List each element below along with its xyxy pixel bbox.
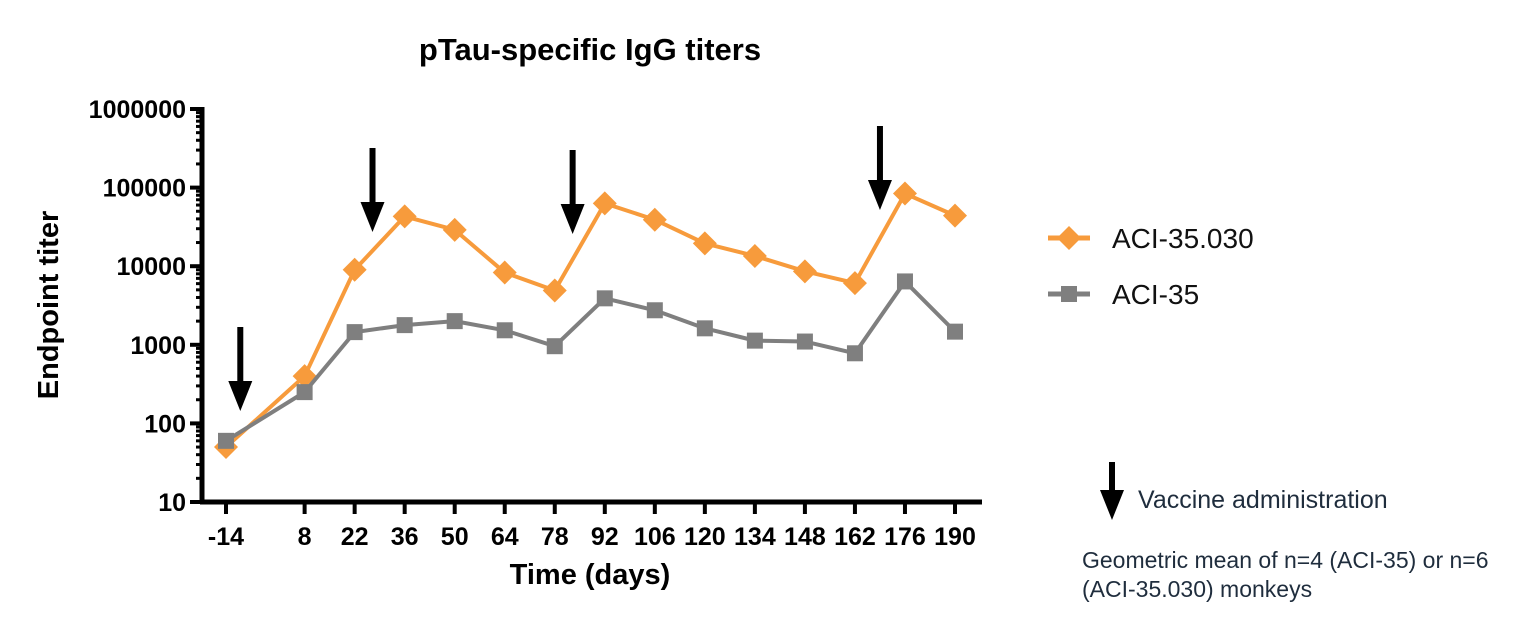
vaccine-arrow-icon xyxy=(360,148,385,232)
legend-entry: ACI-35 xyxy=(1048,279,1199,310)
legend-entry: ACI-35.030 xyxy=(1048,223,1254,254)
vaccine-note-arrow-icon xyxy=(1100,462,1124,520)
x-tick-label: -14 xyxy=(208,523,244,551)
data-point-diamond xyxy=(692,231,717,256)
data-point-square xyxy=(746,332,763,349)
data-point-diamond xyxy=(842,271,867,296)
data-point-diamond xyxy=(542,278,567,303)
data-point-diamond xyxy=(592,191,617,216)
data-point-square xyxy=(296,384,313,401)
series-aci-35 xyxy=(218,273,963,449)
vaccine-legend-arrow-icon xyxy=(1100,462,1124,520)
vaccine-arrow-icon xyxy=(560,150,585,234)
legend-diamond-icon xyxy=(1057,226,1081,250)
data-point-square xyxy=(496,322,513,339)
y-tick-label: 100000 xyxy=(103,175,186,203)
data-point-diamond xyxy=(642,207,667,232)
axes: 10 100 1000 10000 100000 1000000 -14 8 22 36 50 64 7… xyxy=(89,96,982,551)
vaccine-administration-label: Vaccine administration xyxy=(1138,486,1388,514)
data-point-square xyxy=(696,320,713,337)
x-tick-label: 106 xyxy=(634,523,676,551)
arrow-shaft xyxy=(237,327,244,381)
series-group xyxy=(214,181,967,460)
data-point-diamond xyxy=(742,243,767,268)
data-point-square xyxy=(947,323,963,340)
data-point-square xyxy=(646,302,663,319)
data-point-diamond xyxy=(792,259,817,284)
arrow-shaft xyxy=(876,126,883,180)
data-point-square xyxy=(346,324,363,341)
legend-label: ACI-35.030 xyxy=(1112,223,1254,254)
data-point-diamond xyxy=(492,260,517,285)
arrow-head xyxy=(560,204,585,234)
arrow-head xyxy=(1100,490,1124,520)
arrow-shaft xyxy=(569,150,576,204)
y-tick-label: 100 xyxy=(144,410,186,438)
x-tick-label: 148 xyxy=(784,523,826,551)
data-point-diamond xyxy=(442,217,467,242)
x-tick-label: 50 xyxy=(441,523,469,551)
chart-title: pTau-specific IgG titers xyxy=(419,32,761,67)
data-point-diamond xyxy=(892,181,917,206)
legend-label: ACI-35 xyxy=(1112,279,1199,310)
data-point-square xyxy=(446,313,463,330)
series-line xyxy=(224,279,957,443)
x-tick-label: 134 xyxy=(734,523,776,551)
x-tick-label: 78 xyxy=(541,523,569,551)
x-tick-label: 176 xyxy=(884,523,926,551)
x-tick-label: 92 xyxy=(591,523,619,551)
data-point-square xyxy=(396,317,413,334)
vaccine-arrow-icon xyxy=(867,126,892,210)
x-tick-label: 190 xyxy=(934,523,976,551)
y-tick-label: 10000 xyxy=(116,253,186,281)
data-point-diamond xyxy=(943,203,967,228)
x-tick-label: 8 xyxy=(298,523,312,551)
arrow-shaft xyxy=(1109,462,1115,490)
arrow-head xyxy=(228,381,253,411)
y-tick-label: 1000 xyxy=(130,332,186,360)
data-point-square xyxy=(896,273,913,290)
y-tick-label: 10 xyxy=(158,489,186,517)
x-tick-label: 120 xyxy=(684,523,726,551)
vaccine-arrow-icon xyxy=(228,327,253,411)
data-point-square xyxy=(596,290,613,307)
vaccine-arrows xyxy=(228,126,892,411)
x-tick-label: 64 xyxy=(491,523,519,551)
legend: ACI-35.030 ACI-35 xyxy=(1048,223,1254,310)
data-point-square xyxy=(546,338,563,355)
data-point-square xyxy=(218,432,234,449)
data-point-square xyxy=(796,333,813,350)
data-point-diamond xyxy=(342,257,367,282)
geometric-mean-footnote: Geometric mean of n=4 (ACI-35) or n=6 (A… xyxy=(1082,547,1489,602)
x-axis-label: Time (days) xyxy=(510,559,671,591)
x-tick-label: 162 xyxy=(834,523,876,551)
y-axis-label: Endpoint titer xyxy=(33,211,65,399)
arrow-head xyxy=(867,180,892,210)
legend-square-icon xyxy=(1061,286,1077,302)
y-tick-label: 1000000 xyxy=(89,96,186,124)
data-point-square xyxy=(846,345,863,362)
series-aci-35-030 xyxy=(214,181,967,460)
data-point-diamond xyxy=(392,204,417,229)
series-line xyxy=(224,191,956,449)
arrow-shaft xyxy=(369,148,376,202)
arrow-head xyxy=(360,202,385,232)
x-tick-label: 36 xyxy=(391,523,419,551)
x-tick-label: 22 xyxy=(341,523,369,551)
